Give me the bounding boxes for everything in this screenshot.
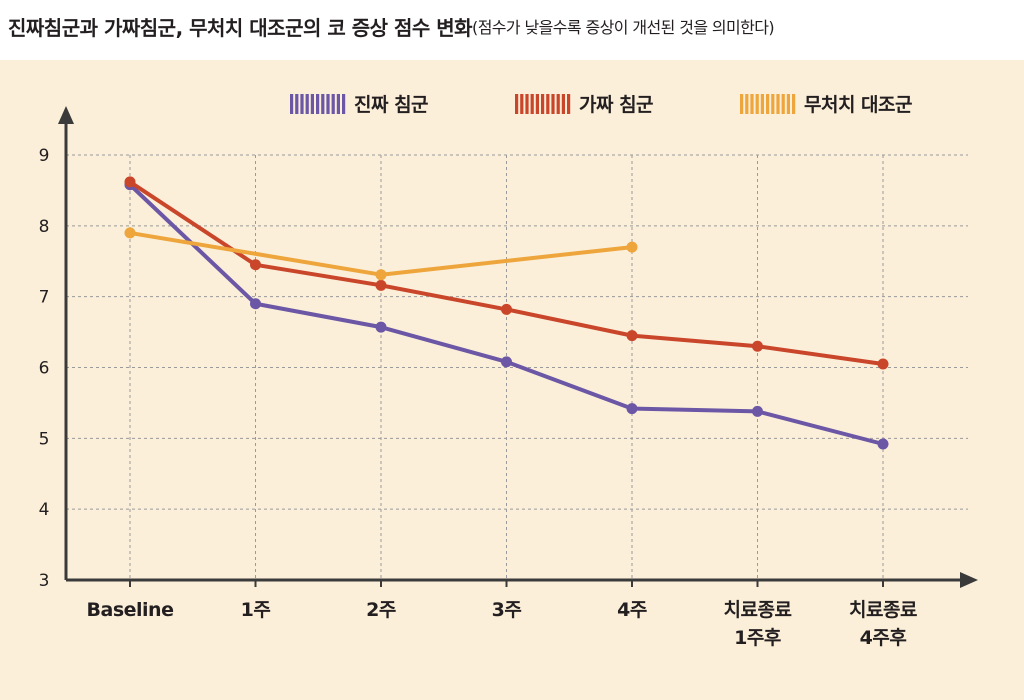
legend-swatch-stripe [781,94,785,114]
legend-swatch-stripe [567,94,571,114]
legend-swatch-stripe [541,94,545,114]
series-3 [124,227,638,281]
data-point [501,356,512,368]
x-tick-label: 2주 [366,599,396,621]
axes [58,106,978,588]
x-axis-arrow [960,572,978,588]
title-bar: 진짜침군과 가짜침군, 무처치 대조군의 코 증상 점수 변화 (점수가 낮을수… [8,4,1018,48]
chart-panel: 3 4 5 6 7 8 9 Baseline 1주 2주 3주 4주 치료종료 1주후 치료종료 4주후 진짜… [0,60,1024,700]
legend-swatch-stripe [786,94,790,114]
legend-swatch-stripe [331,94,335,114]
legend-swatch-stripe [515,94,519,114]
y-tick-label: 8 [39,217,50,237]
y-tick-label: 5 [39,429,50,449]
data-point [877,358,889,370]
legend-item-1: 진짜 침군 [290,94,429,116]
legend: 진짜 침군 가짜 침군 무처치 대조군 [290,94,913,116]
y-tick-label: 6 [39,359,50,379]
tick-labels: 3 4 5 6 7 8 9 Baseline 1주 2주 3주 4주 치료종료 1주후 치료종료 4주후 [39,146,918,649]
line-chart: 3 4 5 6 7 8 9 Baseline 1주 2주 3주 4주 치료종료 1주후 치료종료 4주후 진짜… [39,94,978,649]
legend-swatch-stripe [740,94,744,114]
y-tick-label: 3 [39,571,50,591]
legend-swatch-stripe [771,94,775,114]
legend-swatch-stripe [342,94,346,114]
data-point [124,227,136,239]
y-tick-label: 7 [39,288,50,308]
legend-swatch-stripe [295,94,299,114]
data-point [626,241,638,253]
y-axis-arrow [58,106,74,124]
legend-swatch-stripe [535,94,539,114]
chart-subtitle: (점수가 낮을수록 증상이 개선된 것을 의미한다) [472,18,775,37]
data-point [250,298,261,310]
x-tick-label: 3주 [492,599,522,621]
data-point [877,438,889,450]
data-point [375,279,387,291]
legend-swatch-stripe [305,94,309,114]
legend-swatch-stripe [321,94,325,114]
data-point [375,269,387,281]
legend-item-2: 가짜 침군 [515,94,654,116]
legend-swatch-stripe [750,94,754,114]
series [124,176,889,450]
data-point [752,405,763,417]
legend-swatch-stripe [755,94,759,114]
legend-swatch-stripe [745,94,749,114]
x-tick-label: 치료종료 1주후 [724,599,792,649]
data-point [124,176,136,188]
legend-swatch-stripe [561,94,565,114]
legend-swatch-stripe [760,94,764,114]
legend-swatch-stripe [326,94,330,114]
legend-swatch-stripe [766,94,770,114]
legend-item-3: 무처치 대조군 [740,94,913,116]
legend-swatch-stripe [300,94,304,114]
x-tick-label: 치료종료 4주후 [849,599,917,649]
legend-swatch-stripe [336,94,340,114]
x-tick-label: 4주 [617,599,647,621]
legend-swatch-stripe [310,94,314,114]
data-point [752,340,763,352]
data-point [250,259,261,271]
legend-swatch-stripe [520,94,524,114]
legend-swatch-stripe [551,94,555,114]
chart-title: 진짜침군과 가짜침군, 무처치 대조군의 코 증상 점수 변화 [8,15,473,40]
legend-swatch-stripe [530,94,534,114]
legend-label: 진짜 침군 [354,94,428,116]
x-tick-label: Baseline [87,599,174,621]
legend-swatch-stripe [290,94,294,114]
data-point [375,321,387,333]
legend-swatch-stripe [792,94,796,114]
data-point [626,330,638,342]
y-tick-label: 9 [39,146,50,166]
data-point [501,303,512,315]
legend-swatch-stripe [556,94,560,114]
legend-label: 가짜 침군 [579,94,653,116]
legend-swatch-stripe [776,94,780,114]
data-point [626,403,638,415]
legend-swatch-stripe [525,94,529,114]
legend-label: 무처치 대조군 [804,94,912,116]
legend-swatch-stripe [316,94,320,114]
legend-swatch-stripe [546,94,550,114]
y-tick-label: 4 [39,500,50,520]
series-2 [124,176,889,370]
x-tick-label: 1주 [241,599,271,621]
